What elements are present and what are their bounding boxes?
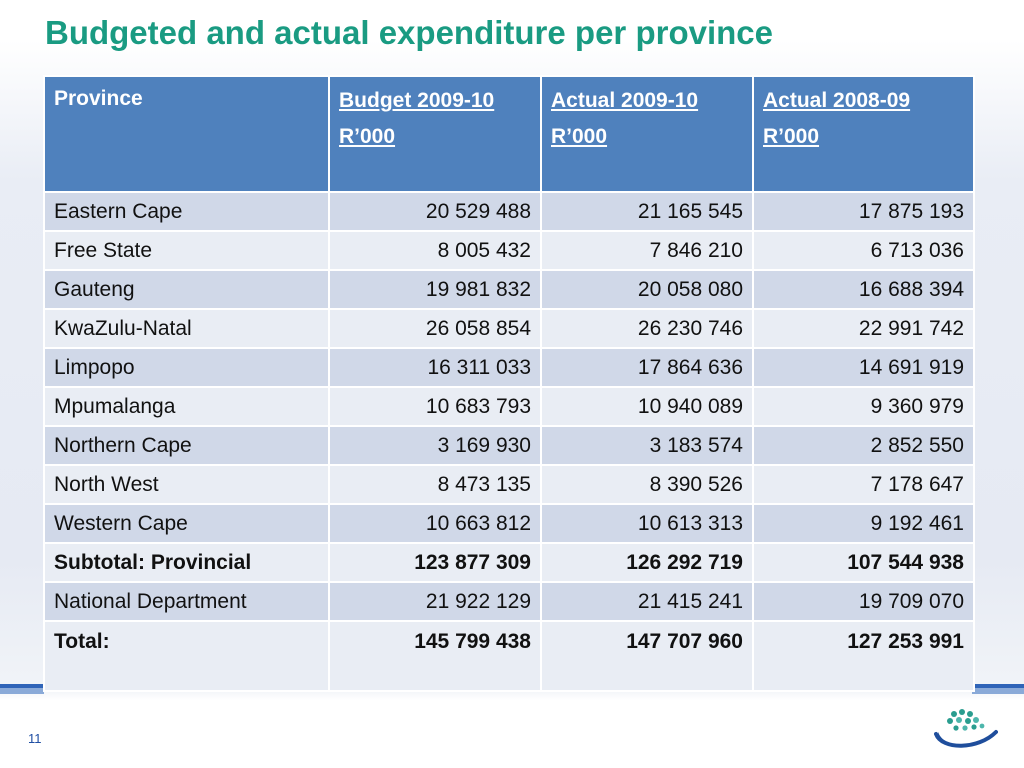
- table-row: Free State 8 005 432 7 846 210 6 713 036: [43, 230, 975, 271]
- province-cell: Total:: [43, 620, 330, 692]
- actual-2009-10-cell: 21 415 241: [540, 581, 754, 622]
- table-row: National Department 21 922 129 21 415 24…: [43, 581, 975, 622]
- table-row: KwaZulu-Natal 26 058 854 26 230 746 22 9…: [43, 308, 975, 349]
- budget-2009-10-cell: 3 169 930: [328, 425, 542, 466]
- header-budget-2009-10-title: Budget 2009-10: [339, 89, 495, 112]
- province-cell: Free State: [43, 230, 330, 271]
- header-province-label: Province: [54, 87, 143, 110]
- table-row: Western Cape 10 663 812 10 613 313 9 192…: [43, 503, 975, 544]
- header-budget-2009-10-unit: R’000: [339, 125, 396, 148]
- actual-2009-10-cell: 10 940 089: [540, 386, 754, 427]
- header-actual-2009-10-unit: R’000: [551, 125, 608, 148]
- slide-title: Budgeted and actual expenditure per prov…: [45, 14, 773, 51]
- decorative-band-right: [972, 684, 1024, 694]
- budget-2009-10-cell: 8 473 135: [328, 464, 542, 505]
- actual-2008-09-cell: 2 852 550: [752, 425, 975, 466]
- province-cell: North West: [43, 464, 330, 505]
- province-cell: Eastern Cape: [43, 191, 330, 232]
- actual-2008-09-cell: 19 709 070: [752, 581, 975, 622]
- actual-2008-09-cell: 9 360 979: [752, 386, 975, 427]
- header-actual-2008-09-unit: R’000: [763, 125, 820, 148]
- province-cell: Limpopo: [43, 347, 330, 388]
- budget-2009-10-cell: 20 529 488: [328, 191, 542, 232]
- actual-2009-10-cell: 3 183 574: [540, 425, 754, 466]
- table-row: Northern Cape 3 169 930 3 183 574 2 852 …: [43, 425, 975, 466]
- province-cell: National Department: [43, 581, 330, 622]
- table-row: North West 8 473 135 8 390 526 7 178 647: [43, 464, 975, 505]
- organisation-logo-icon: [934, 709, 998, 748]
- total-row: Total: 145 799 438 147 707 960 127 253 9…: [43, 620, 975, 692]
- table-header-row: Province Budget 2009-10 R’000 Actual 200…: [43, 75, 975, 193]
- actual-2008-09-cell: 16 688 394: [752, 269, 975, 310]
- actual-2008-09-cell: 6 713 036: [752, 230, 975, 271]
- budget-2009-10-cell: 123 877 309: [328, 542, 542, 583]
- subtotal-row: Subtotal: Provincial 123 877 309 126 292…: [43, 542, 975, 583]
- actual-2009-10-cell: 26 230 746: [540, 308, 754, 349]
- header-actual-2008-09-title: Actual 2008-09: [763, 89, 911, 112]
- actual-2009-10-cell: 8 390 526: [540, 464, 754, 505]
- actual-2009-10-cell: 7 846 210: [540, 230, 754, 271]
- budget-2009-10-cell: 145 799 438: [328, 620, 542, 692]
- budget-2009-10-cell: 8 005 432: [328, 230, 542, 271]
- actual-2009-10-cell: 17 864 636: [540, 347, 754, 388]
- table-row: Gauteng 19 981 832 20 058 080 16 688 394: [43, 269, 975, 310]
- header-actual-2009-10-title: Actual 2009-10: [551, 89, 699, 112]
- province-cell: Western Cape: [43, 503, 330, 544]
- header-actual-2008-09: Actual 2008-09 R’000: [752, 75, 975, 193]
- actual-2009-10-cell: 126 292 719: [540, 542, 754, 583]
- budget-2009-10-cell: 16 311 033: [328, 347, 542, 388]
- table-row: Limpopo 16 311 033 17 864 636 14 691 919: [43, 347, 975, 388]
- header-province: Province: [43, 75, 330, 193]
- province-cell: Subtotal: Provincial: [43, 542, 330, 583]
- budget-2009-10-cell: 10 663 812: [328, 503, 542, 544]
- actual-2008-09-cell: 127 253 991: [752, 620, 975, 692]
- actual-2009-10-cell: 10 613 313: [540, 503, 754, 544]
- province-cell: KwaZulu-Natal: [43, 308, 330, 349]
- actual-2009-10-cell: 147 707 960: [540, 620, 754, 692]
- province-cell: Mpumalanga: [43, 386, 330, 427]
- page-number: 11: [28, 731, 42, 746]
- expenditure-table: Province Budget 2009-10 R’000 Actual 200…: [43, 75, 975, 692]
- table-row: Mpumalanga 10 683 793 10 940 089 9 360 9…: [43, 386, 975, 427]
- actual-2008-09-cell: 17 875 193: [752, 191, 975, 232]
- actual-2008-09-cell: 14 691 919: [752, 347, 975, 388]
- province-cell: Gauteng: [43, 269, 330, 310]
- actual-2009-10-cell: 20 058 080: [540, 269, 754, 310]
- header-actual-2009-10: Actual 2009-10 R’000: [540, 75, 754, 193]
- decorative-band-left: [0, 684, 44, 694]
- actual-2008-09-cell: 107 544 938: [752, 542, 975, 583]
- actual-2008-09-cell: 9 192 461: [752, 503, 975, 544]
- budget-2009-10-cell: 19 981 832: [328, 269, 542, 310]
- budget-2009-10-cell: 21 922 129: [328, 581, 542, 622]
- actual-2008-09-cell: 22 991 742: [752, 308, 975, 349]
- province-cell: Northern Cape: [43, 425, 330, 466]
- actual-2008-09-cell: 7 178 647: [752, 464, 975, 505]
- header-budget-2009-10: Budget 2009-10 R’000: [328, 75, 542, 193]
- actual-2009-10-cell: 21 165 545: [540, 191, 754, 232]
- budget-2009-10-cell: 26 058 854: [328, 308, 542, 349]
- table-row: Eastern Cape 20 529 488 21 165 545 17 87…: [43, 191, 975, 232]
- budget-2009-10-cell: 10 683 793: [328, 386, 542, 427]
